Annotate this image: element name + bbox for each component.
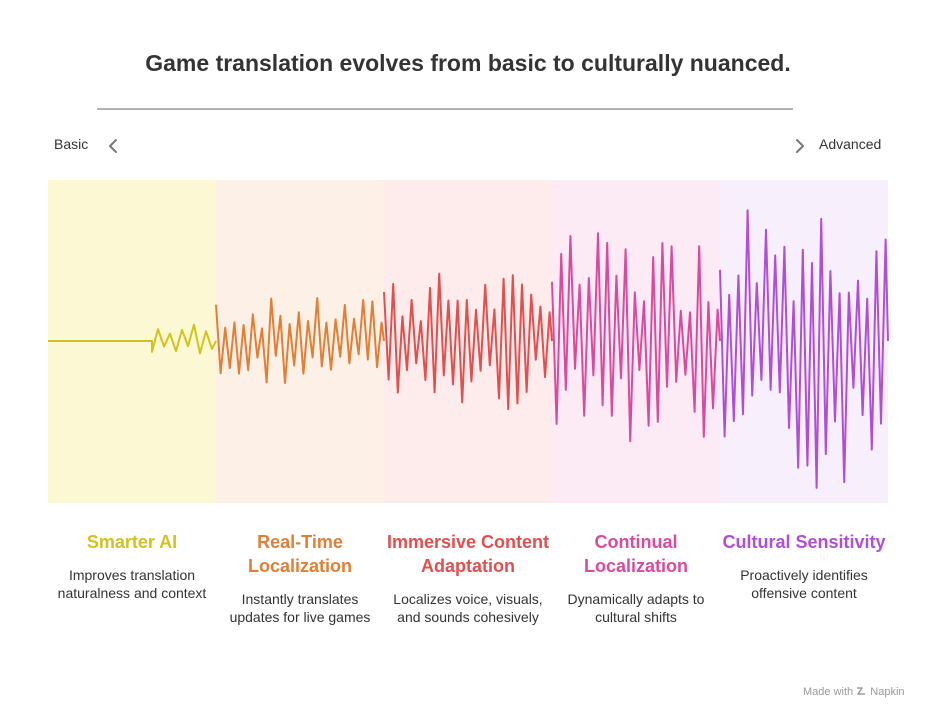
footer-credit[interactable]: Made with Napkin bbox=[803, 686, 905, 698]
stage-smarter-ai: Smarter AI Improves translation naturaln… bbox=[48, 530, 216, 602]
stage-immersive-content-adaptation: Immersive Content Adaptation Localizes v… bbox=[384, 530, 552, 626]
stage-description: Proactively identifies offensive content bbox=[740, 567, 868, 601]
stage-title: Real-Time Localization bbox=[247, 532, 352, 576]
scale-label-advanced: Advanced bbox=[819, 136, 882, 152]
stage-waveform bbox=[551, 232, 721, 443]
chevron-right-icon bbox=[796, 139, 804, 153]
stage-description: Instantly translates updates for live ga… bbox=[229, 591, 371, 625]
stage-title: Immersive Content Adaptation bbox=[386, 532, 550, 576]
stage-waveform bbox=[215, 297, 385, 384]
stage-waveform bbox=[48, 323, 217, 355]
footer-prefix: Made with bbox=[803, 686, 854, 698]
stage-waveform bbox=[719, 209, 889, 489]
stage-title: Smarter AI bbox=[86, 532, 178, 552]
stage-waveform bbox=[383, 272, 553, 411]
stage-description: Dynamically adapts to cultural shifts bbox=[567, 591, 705, 625]
page-title: Game translation evolves from basic to c… bbox=[145, 50, 791, 76]
stage-title: Cultural Sensitivity bbox=[722, 532, 886, 552]
scale-label-basic: Basic bbox=[54, 136, 89, 152]
stage-real-time-localization: Real-Time Localization Instantly transla… bbox=[216, 530, 384, 626]
stage-title: Continual Localization bbox=[583, 532, 688, 576]
napkin-logo-icon bbox=[857, 687, 866, 695]
stage-description: Improves translation naturalness and con… bbox=[57, 567, 207, 601]
title-divider bbox=[97, 108, 793, 110]
footer-brand: Napkin bbox=[870, 686, 905, 698]
chevron-left-icon bbox=[109, 139, 117, 153]
stage-description: Localizes voice, visuals, and sounds coh… bbox=[393, 591, 543, 625]
stage-continual-localization: Continual Localization Dynamically adapt… bbox=[552, 530, 720, 626]
stage-cultural-sensitivity: Cultural Sensitivity Proactively identif… bbox=[720, 530, 888, 602]
